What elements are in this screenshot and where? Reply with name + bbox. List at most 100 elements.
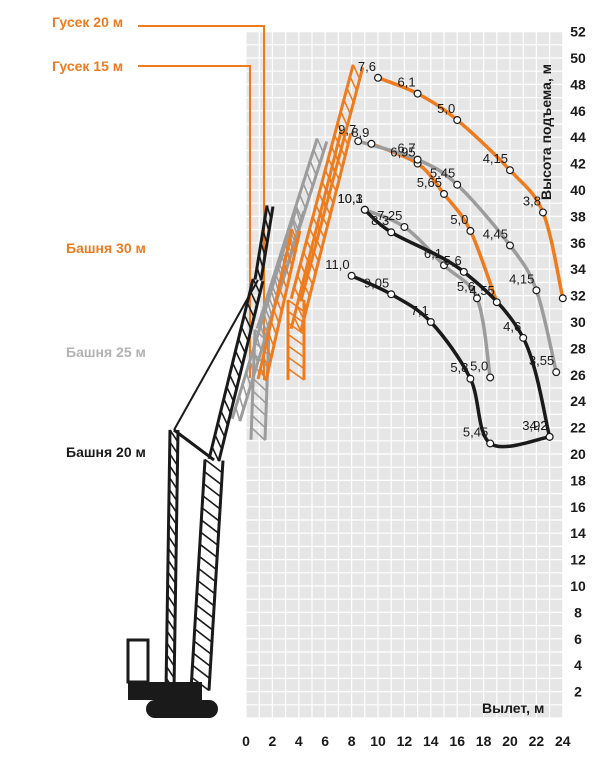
load-point-label: 4,45 — [483, 226, 508, 241]
lattice-brace — [211, 446, 220, 462]
label-tower-30: Башня 30 м — [66, 240, 146, 256]
lattice-chord — [207, 460, 225, 691]
load-curve-5 — [363, 208, 552, 439]
y-tick-label: 34 — [570, 261, 586, 277]
load-point — [552, 368, 561, 377]
lattice-brace — [352, 64, 361, 80]
x-tick-label: 18 — [476, 733, 492, 749]
y-tick-label: 16 — [570, 499, 586, 515]
lattice-chord — [256, 228, 294, 380]
lattice-chord — [289, 64, 355, 300]
lattice-brace — [226, 386, 235, 402]
lattice-brace — [252, 378, 268, 392]
load-point — [426, 318, 435, 327]
y-tick-label: 40 — [570, 182, 586, 198]
load-point — [558, 294, 567, 303]
lattice-brace — [287, 333, 305, 347]
lattice-brace — [251, 414, 266, 429]
load-point — [354, 137, 363, 146]
y-tick-label: 18 — [570, 472, 586, 488]
load-point-label: 4,15 — [509, 271, 534, 286]
lattice-brace — [270, 321, 278, 336]
y-tick-label: 4 — [574, 657, 582, 673]
lattice-brace — [288, 240, 296, 255]
y-tick-label: 10 — [570, 578, 586, 594]
load-point-label: 5,0 — [450, 212, 468, 227]
x-tick-label: 2 — [269, 733, 277, 749]
load-point-label: 6,1 — [424, 246, 442, 261]
lattice-brace — [319, 211, 329, 227]
lattice-brace — [340, 130, 349, 146]
load-point-label: 4,6 — [503, 319, 521, 334]
tower-20-brace — [173, 428, 215, 462]
lattice-brace — [166, 630, 176, 644]
lattice-brace — [311, 246, 320, 262]
lattice-brace — [168, 488, 178, 502]
lattice-brace — [196, 591, 215, 607]
lattice-brace — [262, 229, 268, 244]
lattice-brace — [265, 344, 272, 359]
lattice-brace — [194, 616, 214, 631]
load-point — [466, 226, 475, 235]
lattice-chord — [189, 459, 207, 690]
lattice-brace — [262, 355, 270, 370]
x-tick-label: 10 — [370, 733, 386, 749]
y-tick-label: 36 — [570, 235, 586, 251]
load-point-label: 8,9 — [351, 125, 369, 140]
lattice-brace — [256, 336, 262, 352]
lattice-brace — [328, 177, 337, 192]
lattice-brace — [203, 483, 222, 498]
lattice-brace — [202, 495, 221, 510]
lattice-brace — [260, 242, 266, 257]
lattice-brace — [287, 310, 305, 324]
lattice-brace — [316, 223, 326, 239]
load-point-label: 6,1 — [398, 75, 416, 90]
y-tick-label: 50 — [570, 50, 586, 66]
lattice-brace — [167, 524, 178, 537]
load-point — [506, 241, 515, 250]
lattice-brace — [167, 571, 177, 585]
lattice-brace — [302, 182, 310, 198]
lattice-brace — [200, 531, 219, 546]
lattice-brace — [287, 367, 305, 381]
lattice-brace — [264, 217, 270, 232]
load-point-label: 9,7 — [338, 122, 356, 137]
load-point — [492, 298, 501, 307]
lattice-brace — [309, 160, 317, 176]
lattice-brace — [346, 87, 355, 103]
lattice-brace — [308, 258, 317, 274]
lattice-brace — [313, 235, 323, 251]
crane-cab — [126, 638, 150, 684]
lattice-brace — [234, 350, 244, 366]
load-point-label: 10,1 — [337, 191, 362, 206]
lattice-brace — [246, 302, 255, 318]
lattice-brace — [267, 332, 275, 347]
load-point-label: 5,6 — [444, 253, 462, 268]
lattice-brace — [251, 402, 267, 417]
load-point-label: 9,05 — [364, 275, 389, 290]
lattice-brace — [266, 205, 272, 220]
lattice-brace — [256, 266, 262, 281]
lattice-brace — [167, 559, 177, 573]
crane-body — [128, 682, 202, 700]
lattice-brace — [252, 278, 261, 294]
lattice-brace — [193, 640, 212, 655]
y-tick-label: 44 — [570, 129, 586, 145]
lattice-brace — [259, 325, 266, 340]
y-tick-label: 8 — [574, 604, 582, 620]
load-point-label: 5,0 — [470, 358, 488, 373]
tower-20-jib — [207, 278, 265, 462]
axis-ticks: 0 2 4 6 8 10 12 14 16 18 20 22 242468101214161820222… — [242, 24, 586, 749]
y-tick-label: 46 — [570, 103, 586, 119]
lattice-brace — [166, 618, 176, 632]
load-point-label: 4,15 — [483, 151, 508, 166]
lattice-brace — [325, 188, 334, 204]
lattice-brace — [293, 316, 302, 332]
lattice-brace — [245, 371, 252, 387]
lattice-brace — [287, 345, 305, 358]
load-point-label: 5,0 — [437, 101, 455, 116]
load-point — [360, 205, 369, 214]
load-point-label: 10,3 — [337, 191, 362, 206]
lattice-brace — [337, 142, 346, 157]
